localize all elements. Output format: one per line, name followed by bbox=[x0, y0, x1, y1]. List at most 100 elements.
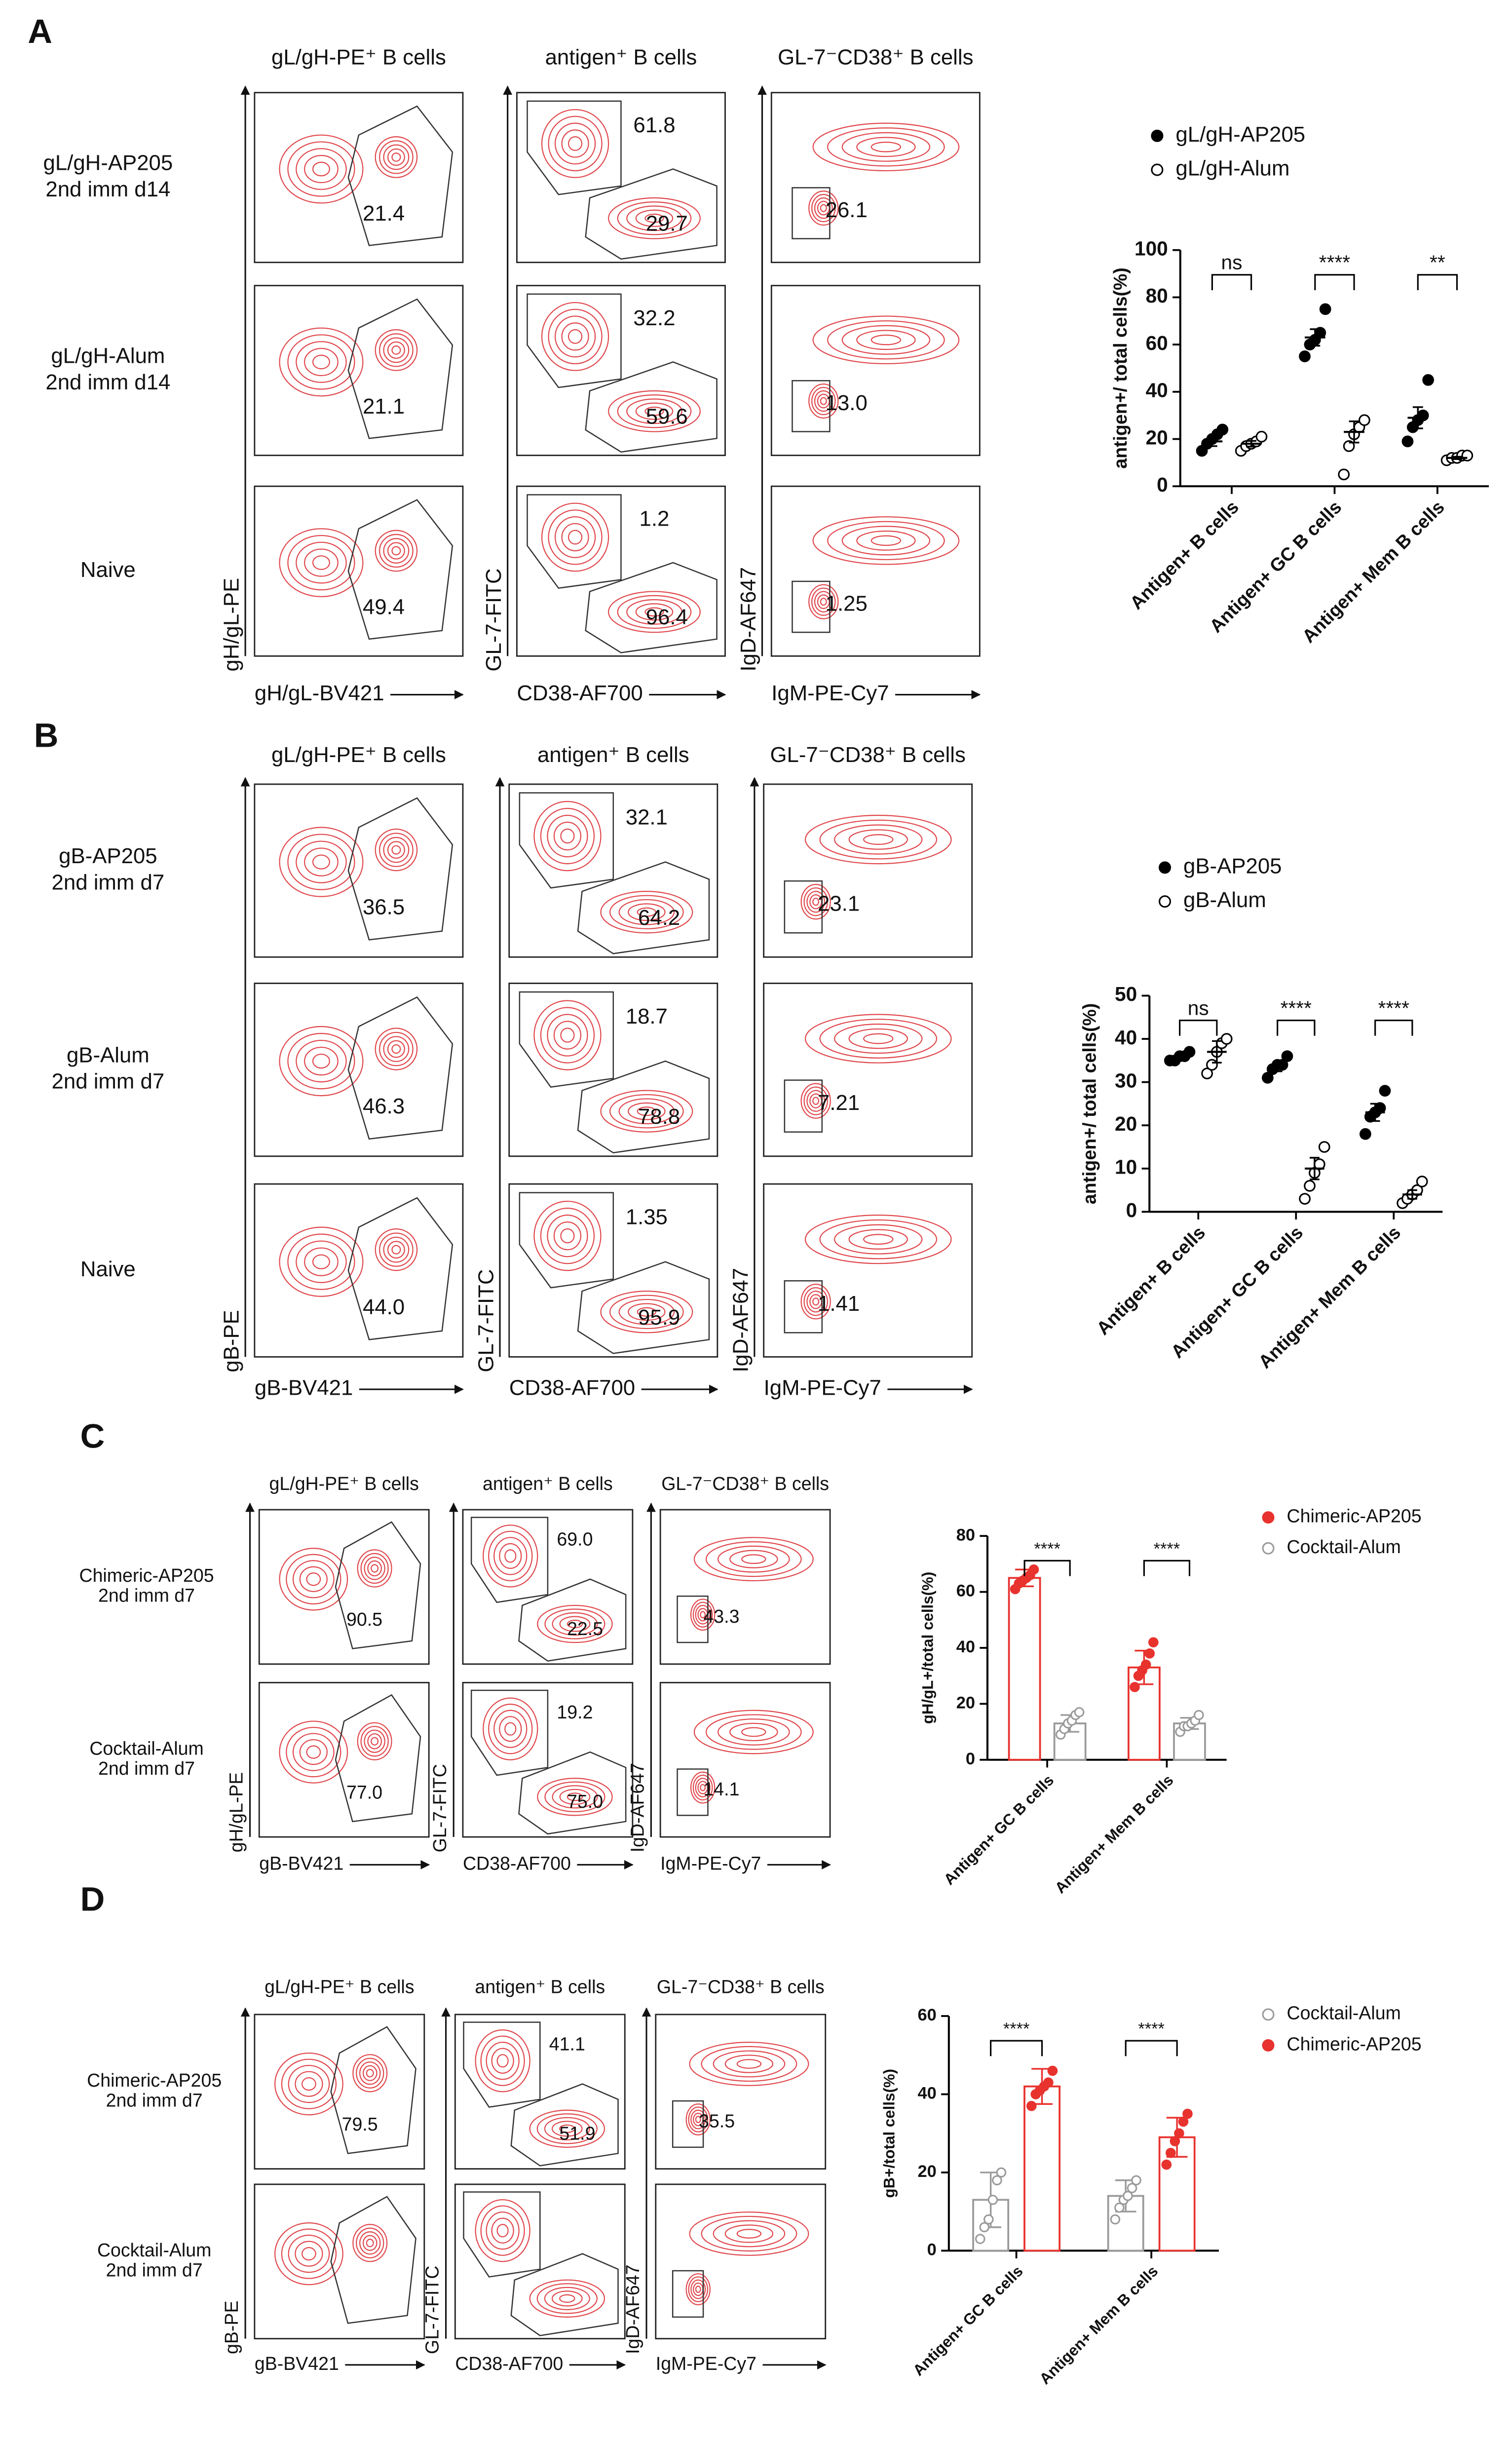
data-point bbox=[1123, 2191, 1133, 2201]
row-label: Naive bbox=[80, 558, 136, 582]
contour bbox=[496, 2224, 509, 2238]
x-axis-label: CD38-AF700 bbox=[463, 1853, 571, 1873]
contour bbox=[806, 1291, 825, 1313]
contour bbox=[296, 1039, 347, 1083]
contour bbox=[362, 2065, 378, 2081]
column-title: gL/gH-PE⁺ B cells bbox=[265, 1977, 414, 1997]
contour bbox=[811, 587, 836, 616]
legend-label: gB-Alum bbox=[1183, 888, 1266, 912]
contour bbox=[617, 201, 692, 235]
contour bbox=[359, 2061, 381, 2085]
significance-bracket bbox=[1314, 274, 1355, 291]
contour bbox=[352, 2054, 388, 2093]
contour bbox=[635, 603, 674, 621]
y-tick-label: 10 bbox=[1115, 1156, 1137, 1179]
x-axis-label: gB-BV421 bbox=[255, 2353, 339, 2374]
data-point bbox=[1255, 430, 1268, 443]
contour bbox=[371, 1737, 379, 1746]
significance-bracket bbox=[990, 2040, 1043, 2057]
significance-bracket bbox=[1143, 1560, 1191, 1576]
gate-value: 21.4 bbox=[363, 201, 405, 226]
contour bbox=[552, 1612, 598, 1636]
data-point bbox=[983, 2214, 994, 2225]
contour bbox=[356, 2058, 384, 2089]
contour bbox=[820, 598, 827, 606]
gate-value: 36.5 bbox=[363, 895, 405, 919]
contour bbox=[544, 1781, 605, 1812]
contour bbox=[480, 2205, 525, 2256]
gate-value: 61.8 bbox=[633, 113, 675, 137]
contour bbox=[540, 1208, 595, 1264]
gate bbox=[784, 1079, 823, 1133]
contour bbox=[279, 327, 364, 397]
contour bbox=[551, 2290, 583, 2307]
contour bbox=[279, 134, 364, 204]
contour bbox=[741, 1554, 766, 1564]
data-point bbox=[1170, 2136, 1180, 2146]
contour bbox=[608, 197, 701, 239]
contour bbox=[480, 2035, 525, 2086]
contour bbox=[281, 2058, 337, 2109]
gate bbox=[519, 991, 614, 1088]
plot-frame bbox=[254, 1183, 464, 1358]
gate bbox=[519, 1192, 614, 1289]
contour bbox=[391, 1245, 401, 1255]
contour bbox=[841, 325, 931, 355]
contour bbox=[688, 2276, 709, 2302]
y-axis-label: gB-PE bbox=[220, 1310, 244, 1372]
contour bbox=[548, 115, 603, 172]
contour bbox=[688, 2106, 709, 2133]
panel-label: C bbox=[80, 1417, 105, 1455]
data-point bbox=[1401, 435, 1414, 448]
contour bbox=[533, 1200, 602, 1271]
contour bbox=[559, 1789, 591, 1805]
gate-value: 78.8 bbox=[638, 1105, 680, 1129]
gate bbox=[463, 2021, 541, 2108]
row-label: Cocktail-Alum bbox=[89, 1738, 203, 1758]
gate bbox=[518, 1751, 627, 1835]
row-label: 2nd imm d7 bbox=[98, 1758, 195, 1779]
contour bbox=[547, 1014, 588, 1057]
contour bbox=[811, 386, 836, 416]
contour bbox=[357, 1549, 392, 1588]
data-point bbox=[1174, 2128, 1184, 2139]
gate bbox=[470, 1517, 549, 1603]
contour bbox=[387, 1241, 405, 1259]
gate-value: 64.2 bbox=[638, 906, 680, 930]
gate bbox=[527, 100, 622, 195]
contour bbox=[690, 1771, 716, 1804]
contour bbox=[635, 402, 674, 420]
gate-value: 95.9 bbox=[638, 1305, 680, 1330]
contour bbox=[567, 530, 583, 545]
data-point bbox=[1140, 1659, 1151, 1670]
contour bbox=[628, 903, 666, 921]
row-label: gL/gH-AP205 bbox=[43, 151, 173, 175]
contour bbox=[729, 1722, 778, 1742]
column-title: antigen⁺ B cells bbox=[475, 1977, 605, 1997]
y-tick-label: 60 bbox=[956, 1582, 975, 1601]
row-label: gL/gH-Alum bbox=[51, 344, 165, 368]
contour bbox=[848, 1229, 908, 1250]
y-axis-label: GL-7-FITC bbox=[474, 1269, 498, 1372]
y-axis-label: IgD-AF647 bbox=[622, 2265, 643, 2354]
contour bbox=[561, 322, 589, 351]
contour bbox=[541, 502, 609, 572]
contour bbox=[618, 1098, 675, 1124]
data-point bbox=[1166, 2147, 1176, 2158]
contour bbox=[544, 1608, 605, 1639]
gate-value: 1.25 bbox=[826, 592, 868, 616]
contour bbox=[812, 122, 960, 172]
contour bbox=[834, 1224, 923, 1255]
contour bbox=[537, 1778, 613, 1816]
contour bbox=[803, 1086, 828, 1115]
gate bbox=[347, 298, 454, 439]
contour bbox=[856, 137, 916, 157]
column-title: GL-7⁻CD38⁺ B cells bbox=[661, 1473, 829, 1494]
contour bbox=[690, 2109, 706, 2130]
gate bbox=[463, 2191, 541, 2278]
y-axis-label: GL-7-FITC bbox=[429, 1764, 450, 1852]
contour bbox=[387, 841, 405, 859]
data-point bbox=[1416, 1176, 1428, 1187]
contour bbox=[814, 591, 833, 612]
plot-frame bbox=[258, 1681, 430, 1838]
